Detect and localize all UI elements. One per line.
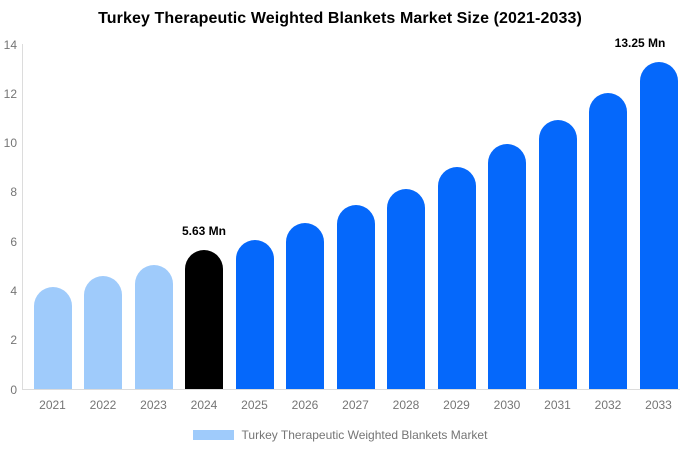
bar-2029[interactable]	[437, 167, 476, 389]
x-label-2024: 2024	[190, 398, 218, 412]
x-label-2033: 2033	[645, 398, 672, 412]
bar-2030[interactable]	[488, 143, 526, 389]
x-label-2026: 2026	[291, 398, 319, 412]
x-label-2031: 2031	[544, 398, 571, 412]
chart-title: Turkey Therapeutic Weighted Blankets Mar…	[98, 10, 582, 27]
bar-2028[interactable]	[387, 189, 425, 389]
bar-2022[interactable]	[84, 275, 122, 389]
bar-2021[interactable]	[33, 286, 72, 389]
legend-item[interactable]: Turkey Therapeutic Weighted Blankets Mar…	[0, 427, 680, 443]
x-label-2027: 2027	[342, 398, 369, 412]
value-label-2033: 13.25 Mn	[614, 36, 666, 51]
y-tick-4: 4	[10, 283, 17, 298]
bar-2032[interactable]	[589, 93, 627, 389]
bar-2025[interactable]	[235, 239, 274, 389]
bar-2024[interactable]	[185, 250, 223, 389]
bar-2033[interactable]	[639, 62, 678, 389]
bar-2027[interactable]	[336, 205, 375, 389]
y-tick-0: 0	[10, 382, 17, 397]
x-label-2028: 2028	[392, 398, 420, 412]
x-label-2032: 2032	[594, 398, 622, 412]
y-tick-2: 2	[10, 333, 17, 348]
value-label-2024: 5.63 Mn	[181, 224, 226, 239]
y-axis-line	[22, 44, 23, 390]
x-axis-line	[22, 389, 680, 390]
bar-2031[interactable]	[538, 120, 577, 389]
x-label-2025: 2025	[241, 398, 268, 412]
bar-2023[interactable]	[134, 264, 173, 389]
x-label-2030: 2030	[493, 398, 521, 412]
y-tick-10: 10	[3, 136, 17, 151]
y-tick-8: 8	[10, 185, 17, 200]
x-label-2023: 2023	[140, 398, 167, 412]
bar-2026[interactable]	[286, 222, 324, 389]
legend-label: Turkey Therapeutic Weighted Blankets Mar…	[241, 428, 488, 442]
x-label-2029: 2029	[443, 398, 470, 412]
y-tick-12: 12	[3, 86, 17, 101]
y-tick-14: 14	[3, 37, 17, 52]
x-label-2021: 2021	[39, 398, 66, 412]
legend-swatch-icon	[192, 430, 234, 440]
y-tick-6: 6	[10, 234, 17, 249]
x-label-2022: 2022	[89, 398, 117, 412]
